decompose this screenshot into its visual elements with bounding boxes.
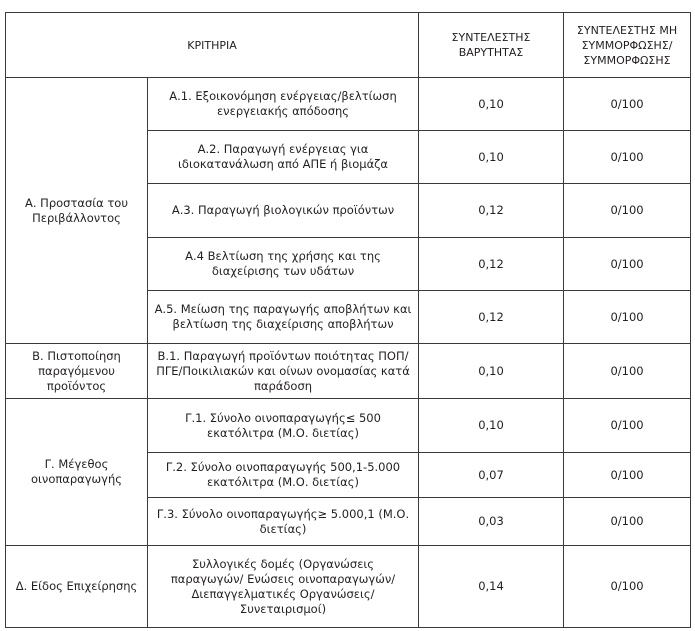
weight-cell: 0,10: [418, 77, 565, 131]
compliance-cell: 0/100: [563, 77, 692, 131]
table-row: Γ.2. Σύνολο οινοπαραγωγής 500,1-5.000 εκ…: [6, 452, 692, 498]
weight-cell: 0,12: [418, 290, 565, 344]
compliance-cell: 0/100: [563, 183, 692, 238]
criterion-cell: Β.1. Παραγωγή προϊόντων ποιότητας ΠΟΠ/ Π…: [146, 343, 420, 399]
table-row: Γ.3. Σύνολο οινοπαραγωγής≥ 5.000,1 (Μ.Ο.…: [6, 497, 692, 546]
header-weight: ΣΥΝΤΕΛΕΣΤΗΣ ΒΑΡΥΤΗΤΑΣ: [418, 12, 565, 78]
compliance-cell: 0/100: [563, 237, 692, 291]
compliance-cell: 0/100: [563, 130, 692, 184]
weight-cell: 0,14: [418, 545, 565, 628]
group-label: Γ. Μέγεθος οινοπαραγωγής: [5, 398, 148, 546]
compliance-cell: 0/100: [563, 343, 692, 399]
table-row: Α. Προστασία του Περιβάλλοντος Α.1. Εξοικ…: [5, 77, 692, 344]
compliance-cell: 0/100: [563, 398, 692, 453]
group-label: Α. Προστασία του Περιβάλλοντος: [5, 77, 148, 344]
criterion-cell: Γ.3. Σύνολο οινοπαραγωγής≥ 5.000,1 (Μ.Ο.…: [146, 497, 420, 546]
weight-cell: 0,12: [418, 183, 565, 238]
header-compliance: ΣΥΝΤΕΛΕΣΤΗΣ ΜΗ ΣΥΜΜΟΡΦΩΣΗΣ/ ΣΥΜΜΟΡΦΩΣΗΣ: [563, 12, 692, 78]
weight-cell: 0,07: [418, 452, 565, 498]
criterion-cell: Α.1. Εξοικονόμηση ενέργειας/βελτίωση ενε…: [146, 77, 420, 131]
compliance-cell: 0/100: [563, 497, 692, 546]
table-row: Β. Πιστοποίηση παραγόμενου προϊόντος Β.1.…: [5, 343, 692, 399]
criterion-cell: Συλλογικές δομές (Οργανώσεις παραγωγών/ …: [146, 545, 420, 628]
criterion-cell: Α.3. Παραγωγή βιολογικών προϊόντων: [146, 183, 420, 238]
weight-cell: 0,10: [418, 343, 565, 399]
compliance-cell: 0/100: [563, 290, 692, 344]
group-label: Δ. Είδος Επιχείρησης: [5, 545, 148, 628]
criterion-cell: Γ.2. Σύνολο οινοπαραγωγής 500,1-5.000 εκ…: [146, 452, 420, 498]
group-label: Β. Πιστοποίηση παραγόμενου προϊόντος: [5, 343, 148, 399]
table-row: Α.2. Παραγωγή ενέργειας για ιδιοκατανάλω…: [6, 130, 692, 184]
criterion-cell: Α.2. Παραγωγή ενέργειας για ιδιοκατανάλω…: [146, 130, 420, 184]
header-row: ΚΡΙΤΗΡΙΑ ΣΥΝΤΕΛΕΣΤΗΣ ΒΑΡΥΤΗΤΑΣ ΣΥΝΤΕΛΕΣΤ…: [4, 12, 692, 78]
table-row: Α.4 Βελτίωση της χρήσης και της διαχείρι…: [6, 237, 692, 291]
weight-cell: 0,12: [418, 237, 565, 291]
table-row: Α.5. Μείωση της παραγωγής αποβλήτων και …: [6, 290, 692, 344]
criterion-cell: Α.4 Βελτίωση της χρήσης και της διαχείρι…: [146, 237, 420, 291]
weight-cell: 0,10: [418, 398, 565, 453]
criterion-cell: Α.5. Μείωση της παραγωγής αποβλήτων και …: [146, 290, 420, 344]
compliance-cell: 0/100: [563, 545, 692, 628]
table-row: Α.3. Παραγωγή βιολογικών προϊόντων 0,12 0/…: [6, 183, 692, 238]
compliance-cell: 0/100: [563, 452, 692, 498]
weight-cell: 0,03: [418, 497, 565, 546]
table-row: Γ. Μέγεθος οινοπαραγωγής Γ.1. Σύνολο οινο…: [5, 398, 692, 546]
weight-cell: 0,10: [418, 130, 565, 184]
header-criteria: ΚΡΙΤΗΡΙΑ: [4, 12, 420, 78]
criteria-table: ΚΡΙΤΗΡΙΑ ΣΥΝΤΕΛΕΣΤΗΣ ΒΑΡΥΤΗΤΑΣ ΣΥΝΤΕΛΕΣΤ…: [4, 12, 692, 628]
table-row: Δ. Είδος Επιχείρησης Συλλογικές δομές (Ορ…: [5, 545, 692, 628]
criterion-cell: Γ.1. Σύνολο οινοπαραγωγής≤ 500 εκατόλιτρ…: [146, 398, 420, 453]
